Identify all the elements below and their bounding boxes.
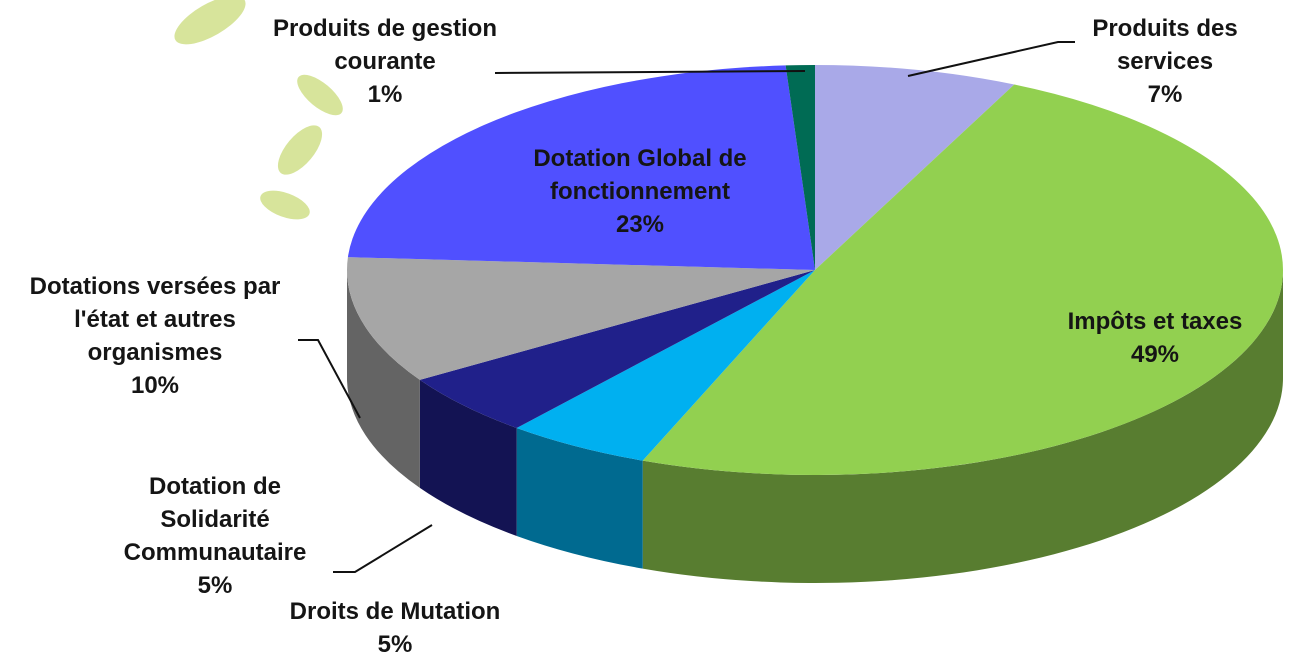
- label-name: Dotation de Solidarité Communautaire: [123, 473, 307, 566]
- slice-side: [516, 427, 643, 569]
- slice-side: [347, 270, 420, 488]
- leader-lines: [298, 41, 1075, 573]
- slice: [785, 65, 815, 270]
- slice-label: Dotations versées par l'état et autres o…: [5, 270, 305, 402]
- label-value: 5%: [197, 572, 233, 599]
- slice-label: Dotation de Solidarité Communautaire 5%: [95, 470, 335, 602]
- slice-label: Dotation Global de fonctionnement 23%: [500, 142, 780, 241]
- label-name: Dotation Global de fonctionnement: [533, 145, 747, 205]
- label-value: 7%: [1147, 81, 1183, 108]
- slice-label: Droits de Mutation 5%: [240, 595, 550, 661]
- label-value: 23%: [615, 211, 665, 238]
- label-value: 49%: [1130, 341, 1180, 368]
- label-value: 10%: [130, 372, 180, 399]
- slice: [642, 84, 1284, 476]
- label-value: 5%: [377, 631, 413, 658]
- slice-label: Produits des services 7%: [1060, 12, 1270, 111]
- label-name: Droits de Mutation: [289, 598, 501, 625]
- slice: [419, 270, 815, 428]
- slice: [347, 257, 815, 380]
- slice: [516, 270, 815, 461]
- slice-side: [642, 270, 1283, 583]
- leaf-decoration: [174, 0, 343, 220]
- label-name: Impôts et taxes: [1067, 308, 1243, 335]
- label-name: Produits de gestion courante: [272, 15, 497, 75]
- label-value: 1%: [367, 81, 403, 108]
- slice-label: Produits de gestion courante 1%: [255, 12, 515, 111]
- slice-label: Impôts et taxes 49%: [1020, 305, 1289, 371]
- slice: [347, 65, 815, 271]
- slice-side: [419, 379, 517, 536]
- slice: [815, 65, 1015, 270]
- label-name: Produits des services: [1092, 15, 1238, 75]
- label-name: Dotations versées par l'état et autres o…: [29, 273, 281, 366]
